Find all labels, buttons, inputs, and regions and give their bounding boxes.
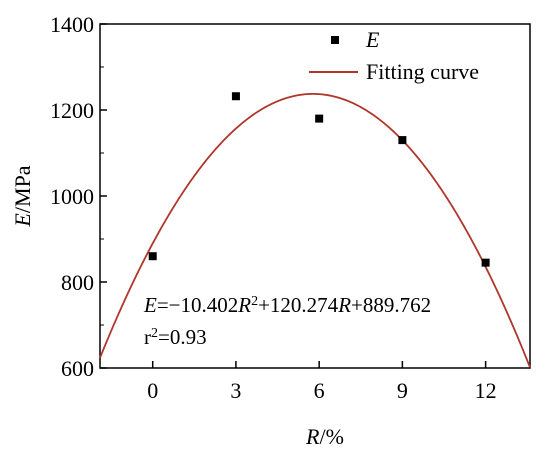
y-tick-label: 800 [61, 270, 94, 295]
x-tick-label: 9 [397, 378, 408, 403]
x-tick-label: 0 [147, 378, 158, 403]
x-axis-ticks: 0 3 6 9 12 [147, 361, 497, 403]
data-point [315, 114, 324, 123]
y-tick-label: 1200 [50, 98, 94, 123]
x-axis-title: R/% [305, 424, 344, 449]
y-tick-label: 1000 [50, 184, 94, 209]
x-tick-label: 6 [314, 378, 325, 403]
data-point [231, 92, 240, 101]
data-points [148, 92, 490, 267]
legend-scatter-label: E [365, 27, 380, 52]
data-point [481, 258, 490, 267]
y-tick-label: 1400 [50, 12, 94, 37]
y-tick-label: 600 [61, 356, 94, 381]
fit-equation: E=−10.402R2+120.274R+889.762 [143, 293, 431, 317]
data-point [398, 136, 407, 145]
y-axis-title: E/MPa [10, 165, 35, 227]
fit-curve [99, 93, 531, 368]
data-point [148, 252, 157, 261]
y-axis-ticks: 600 800 1000 1200 1400 [50, 12, 107, 381]
legend-fit-label: Fitting curve [366, 59, 479, 84]
legend-scatter-marker [331, 36, 339, 44]
x-tick-label: 3 [230, 378, 241, 403]
fit-curve-line [99, 93, 531, 368]
legend: E Fitting curve [309, 27, 479, 84]
r-squared: r2=0.93 [144, 325, 207, 349]
x-tick-label: 12 [475, 378, 497, 403]
